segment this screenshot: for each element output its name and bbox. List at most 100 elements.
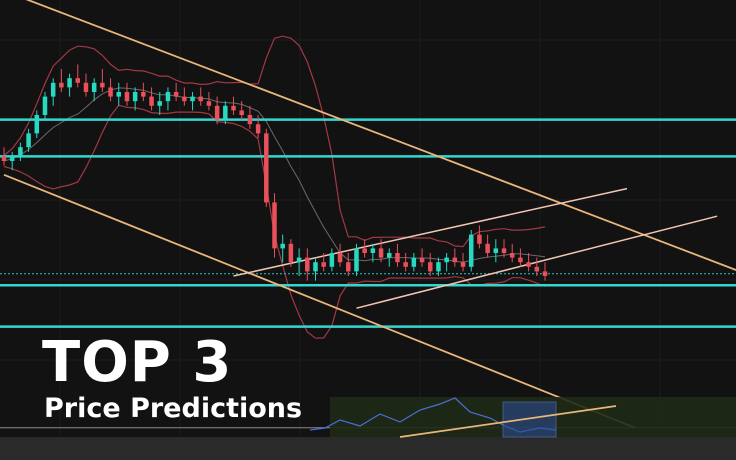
candle: [427, 253, 433, 276]
candle: [485, 234, 490, 258]
candle: [108, 78, 113, 102]
candle-body: [288, 243, 294, 263]
candle-body: [26, 133, 31, 148]
candle: [149, 87, 154, 111]
candle: [329, 248, 335, 272]
candle-body: [337, 253, 343, 263]
candle-body: [9, 156, 15, 161]
candle: [239, 101, 244, 120]
candle-body: [485, 243, 490, 253]
candle: [264, 128, 269, 207]
candle-body: [534, 266, 540, 272]
candles: [1, 64, 548, 281]
candle-body: [239, 110, 244, 115]
candle: [288, 239, 294, 267]
candle: [67, 73, 72, 97]
candle-body: [132, 92, 138, 102]
candle-body: [518, 257, 523, 263]
candle-body: [321, 262, 326, 267]
candle-body: [173, 92, 179, 97]
candle: [518, 248, 523, 267]
candle-body: [100, 82, 105, 88]
candle-body: [395, 253, 400, 263]
candle: [34, 110, 40, 138]
candle-body: [542, 271, 548, 276]
candle-body: [493, 248, 499, 253]
candle: [214, 96, 220, 125]
candle: [165, 87, 171, 111]
candle: [132, 87, 138, 111]
candle-body: [468, 234, 474, 267]
candle: [182, 87, 187, 106]
bollinger-upper-band: [3, 35, 546, 248]
candle-body: [296, 257, 302, 263]
indicator-trendline: [399, 405, 617, 438]
indicator-panel: [0, 397, 736, 460]
candle-body: [50, 82, 56, 97]
candle-body: [460, 262, 466, 267]
candle-body: [444, 257, 449, 263]
candle: [419, 248, 425, 267]
candle-body: [91, 82, 97, 92]
candle-body: [255, 124, 261, 134]
candle-body: [313, 262, 318, 272]
bottom-strip: [0, 437, 736, 460]
candle: [141, 82, 146, 102]
candle: [18, 142, 23, 161]
candle-body: [305, 257, 310, 272]
candle: [542, 262, 548, 281]
candle-body: [452, 257, 458, 263]
candle: [280, 234, 285, 263]
candle-body: [42, 96, 48, 115]
candle-body: [67, 78, 72, 88]
candle-body: [223, 105, 228, 120]
candle-body: [378, 248, 384, 258]
candle-body: [149, 96, 154, 106]
candle: [116, 82, 122, 106]
candle: [124, 82, 130, 106]
candle-body: [75, 78, 81, 83]
candle-body: [108, 87, 113, 97]
candle-body: [83, 82, 89, 92]
candle-body: [214, 105, 220, 120]
candle: [26, 128, 31, 152]
candle-body: [247, 115, 253, 125]
candle-body: [264, 133, 269, 203]
candle: [370, 243, 376, 263]
candle: [477, 225, 482, 249]
candle: [395, 243, 400, 267]
candle: [75, 64, 81, 88]
candle: [378, 239, 384, 263]
headline-subtitle: Price Predictions: [44, 393, 303, 424]
descending-trendline: [3, 173, 636, 429]
candle-body: [182, 96, 187, 102]
candle-body: [329, 253, 335, 267]
candle-body: [34, 115, 40, 134]
candle: [362, 239, 367, 258]
candle-body: [124, 92, 130, 102]
candle: [59, 69, 64, 92]
candle-body: [477, 234, 482, 244]
candle: [83, 73, 89, 97]
candle-body: [387, 253, 392, 258]
candle: [444, 253, 449, 272]
candle: [509, 243, 515, 263]
candle: [42, 92, 48, 120]
candle: [247, 105, 253, 129]
candle-body: [231, 105, 236, 111]
candle: [403, 253, 408, 272]
candle: [534, 257, 540, 276]
candle-body: [190, 96, 195, 102]
candle-body: [280, 243, 285, 249]
candle: [272, 193, 277, 258]
candle: [157, 92, 162, 115]
candle: [50, 78, 56, 106]
candle: [468, 230, 474, 272]
candle: [1, 147, 7, 166]
candle: [321, 253, 326, 272]
candle-body: [165, 92, 171, 102]
candle: [387, 248, 392, 267]
candle-body: [141, 92, 146, 97]
candle-body: [272, 202, 277, 249]
